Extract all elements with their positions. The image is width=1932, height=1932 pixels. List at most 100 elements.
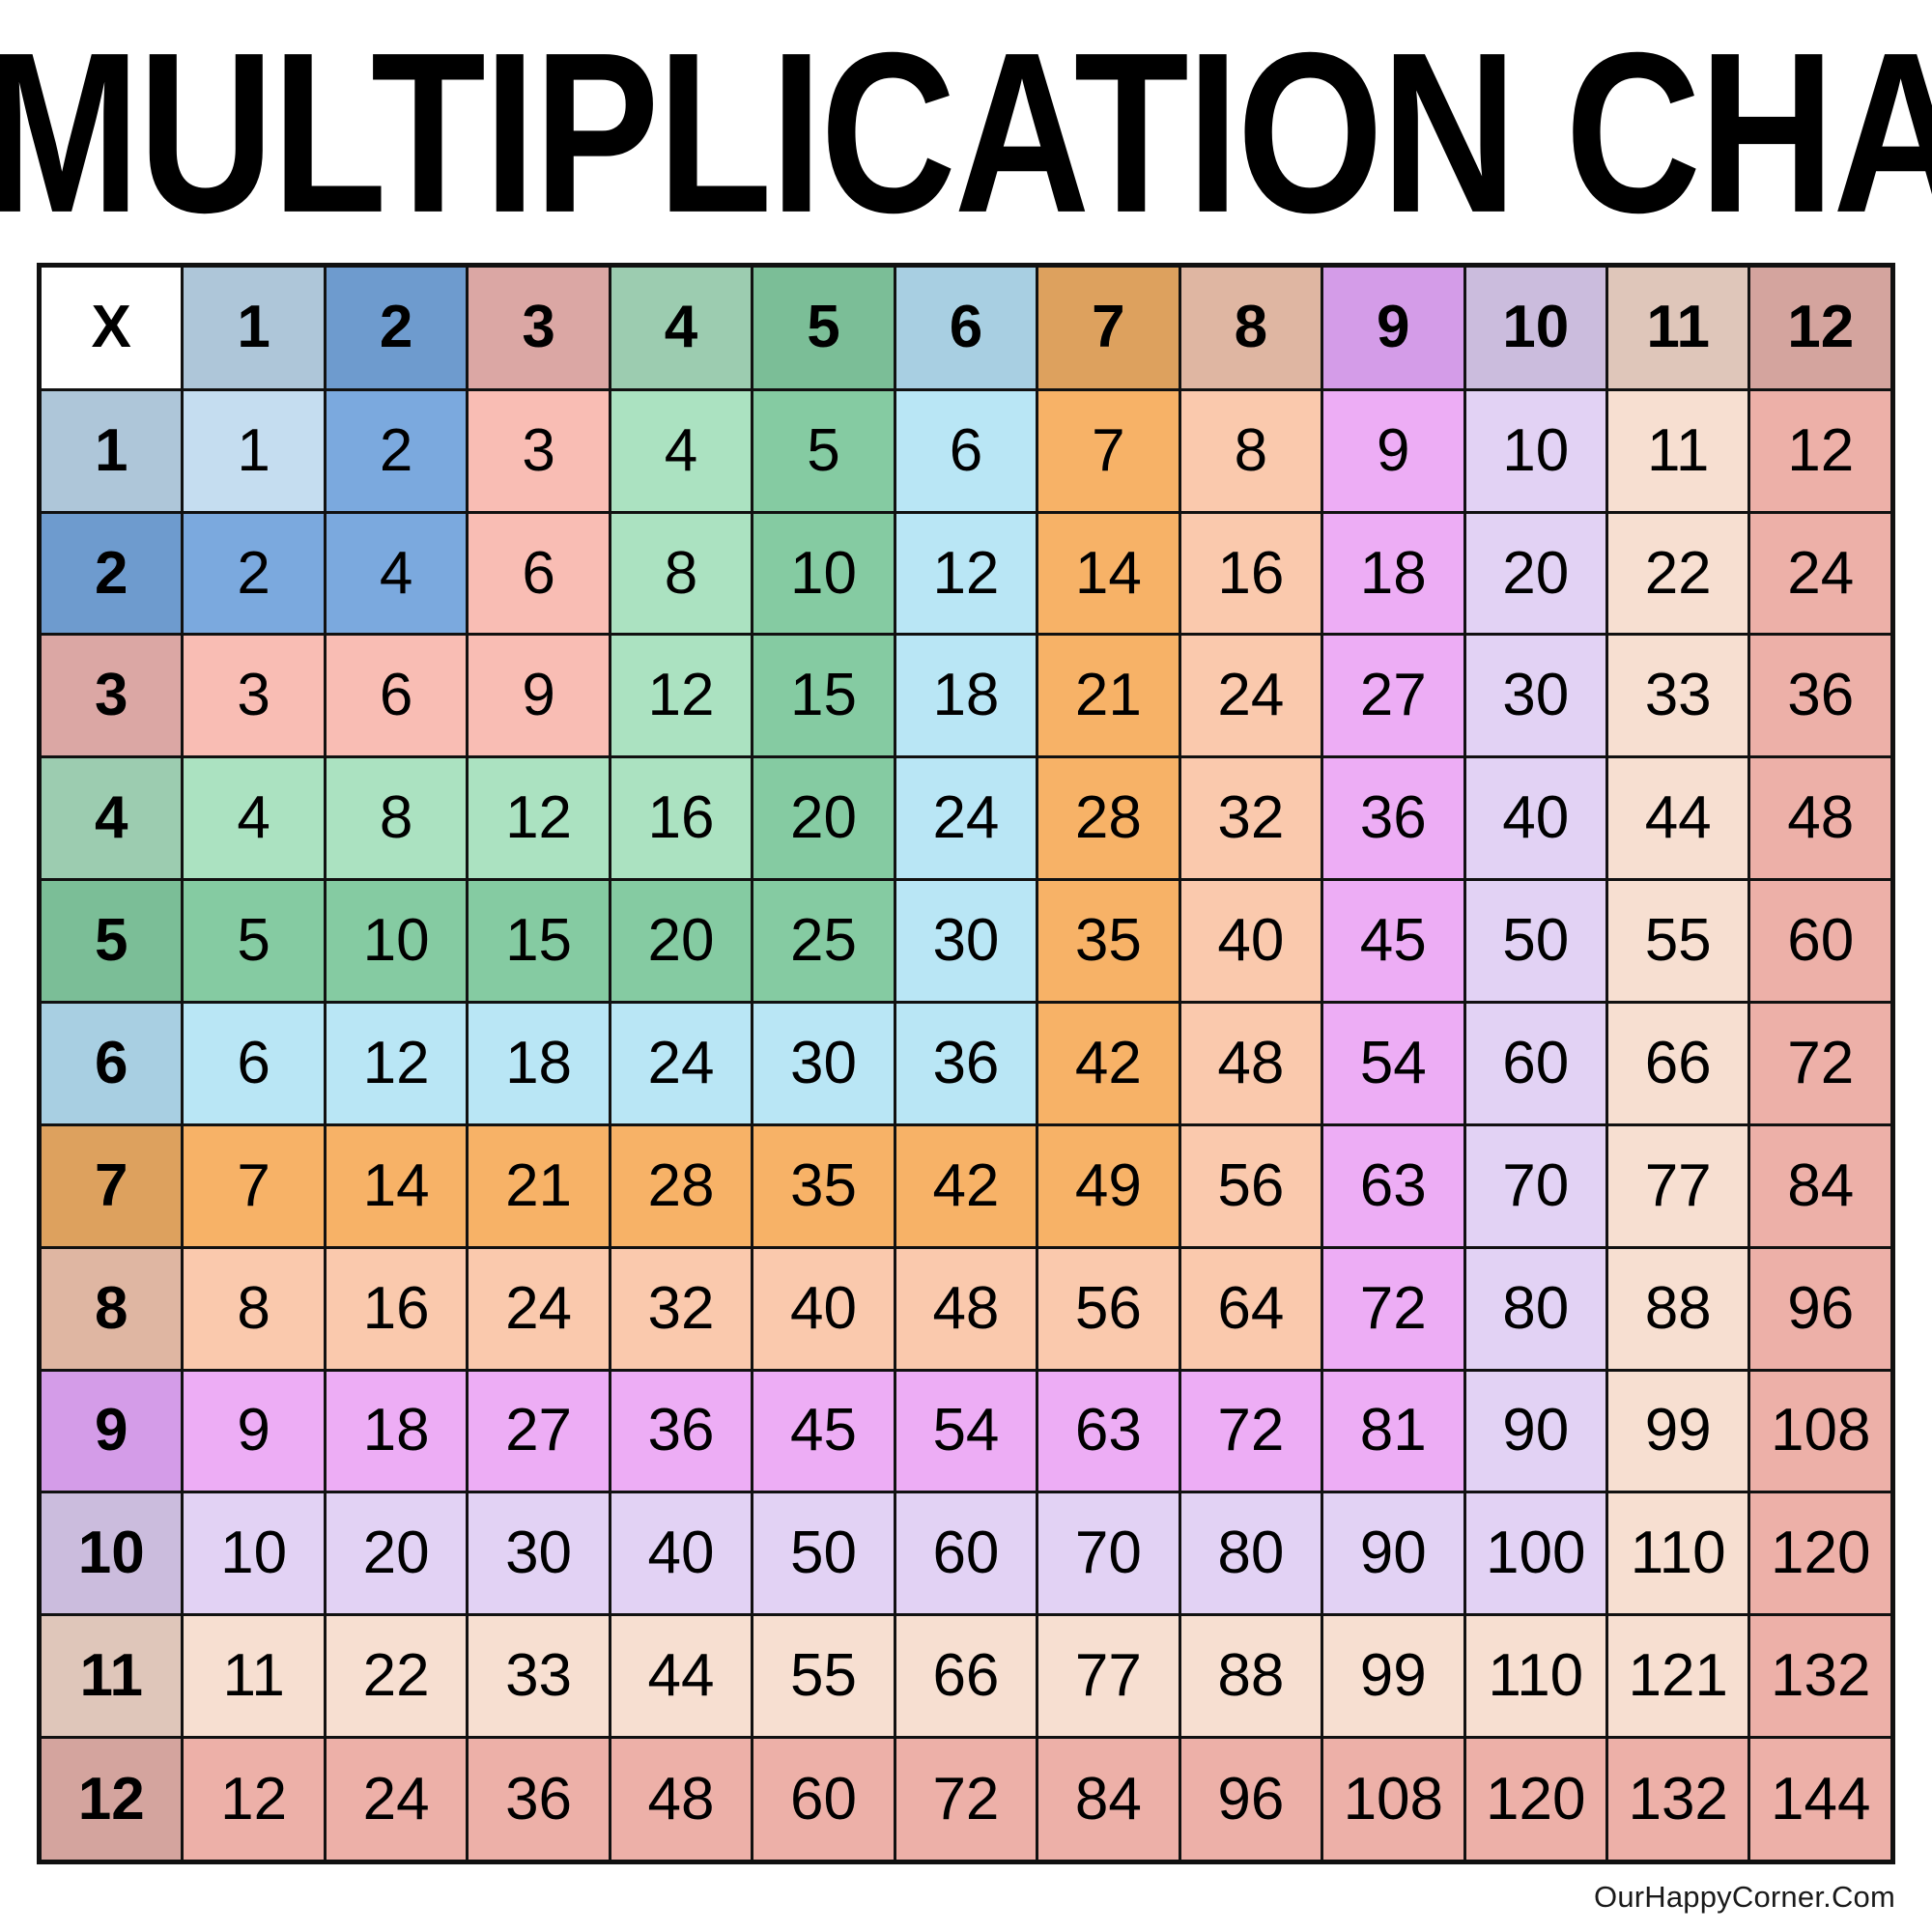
column-header-9: 9	[1321, 264, 1466, 391]
product-cell-8x2: 16	[323, 1245, 469, 1372]
product-cell-1x10: 10	[1463, 387, 1608, 514]
product-cell-12x10: 120	[1463, 1736, 1608, 1863]
product-cell-6x11: 66	[1605, 1001, 1751, 1126]
column-header-10: 10	[1463, 264, 1608, 391]
product-cell-6x12: 72	[1747, 1001, 1894, 1126]
product-cell-5x2: 10	[323, 878, 469, 1005]
product-cell-5x11: 55	[1605, 878, 1751, 1005]
table-row: 8 8 16 24 32 40 48 56 64 72 80 88 96	[37, 1245, 1894, 1372]
product-cell-3x1: 3	[181, 633, 327, 759]
product-cell-5x6: 30	[893, 878, 1039, 1005]
product-cell-11x9: 99	[1321, 1613, 1466, 1740]
product-cell-11x3: 33	[466, 1613, 611, 1740]
row-header-6: 6	[37, 1001, 185, 1126]
product-cell-11x6: 66	[893, 1613, 1039, 1740]
product-cell-9x3: 27	[466, 1368, 611, 1494]
product-cell-12x2: 24	[323, 1736, 469, 1863]
product-cell-1x3: 3	[466, 387, 611, 514]
table-row: 6 6 12 18 24 30 36 42 48 54 60 66 72	[37, 1001, 1894, 1126]
product-cell-4x6: 24	[893, 755, 1039, 882]
product-cell-5x10: 50	[1463, 878, 1608, 1005]
product-cell-2x4: 8	[608, 510, 754, 637]
product-cell-1x4: 4	[608, 387, 754, 514]
product-cell-3x9: 27	[1321, 633, 1466, 759]
product-cell-8x9: 72	[1321, 1245, 1466, 1372]
product-cell-4x5: 20	[751, 755, 896, 882]
product-cell-5x5: 25	[751, 878, 896, 1005]
product-cell-6x2: 12	[323, 1001, 469, 1126]
product-cell-10x9: 90	[1321, 1491, 1466, 1617]
product-cell-10x11: 110	[1605, 1491, 1751, 1617]
product-cell-11x8: 88	[1178, 1613, 1324, 1740]
product-cell-5x4: 20	[608, 878, 754, 1005]
product-cell-11x2: 22	[323, 1613, 469, 1740]
product-cell-8x1: 8	[181, 1245, 327, 1372]
column-header-4: 4	[608, 264, 754, 391]
product-cell-3x4: 12	[608, 633, 754, 759]
product-cell-1x5: 5	[751, 387, 896, 514]
product-cell-9x10: 90	[1463, 1368, 1608, 1494]
product-cell-7x2: 14	[323, 1122, 469, 1249]
table-row: 4 4 8 12 16 20 24 28 32 36 40 44 48	[37, 755, 1894, 882]
product-cell-7x1: 7	[181, 1122, 327, 1249]
product-cell-6x6: 36	[893, 1001, 1039, 1126]
product-cell-1x9: 9	[1321, 387, 1466, 514]
column-header-11: 11	[1605, 264, 1751, 391]
product-cell-12x4: 48	[608, 1736, 754, 1863]
table-row: 2 2 4 6 8 10 12 14 16 18 20 22 24	[37, 510, 1894, 637]
product-cell-9x5: 45	[751, 1368, 896, 1494]
product-cell-1x11: 11	[1605, 387, 1751, 514]
product-cell-4x4: 16	[608, 755, 754, 882]
product-cell-8x12: 96	[1747, 1245, 1894, 1372]
product-cell-10x10: 100	[1463, 1491, 1608, 1617]
product-cell-3x6: 18	[893, 633, 1039, 759]
product-cell-2x12: 24	[1747, 510, 1894, 637]
table-body: X 1 2 3 4 5 6 7 8 9 10 11 12 1 1 2 3 4 5 6 7 8 9 10 11 12 2 2 4 6 8 10 1…	[37, 264, 1894, 1863]
column-header-2: 2	[323, 264, 469, 391]
product-cell-7x5: 35	[751, 1122, 896, 1249]
product-cell-7x6: 42	[893, 1122, 1039, 1249]
product-cell-4x2: 8	[323, 755, 469, 882]
table-row: 1 1 2 3 4 5 6 7 8 9 10 11 12	[37, 387, 1894, 514]
product-cell-10x3: 30	[466, 1491, 611, 1617]
product-cell-2x10: 20	[1463, 510, 1608, 637]
product-cell-8x10: 80	[1463, 1245, 1608, 1372]
table-header-row: X 1 2 3 4 5 6 7 8 9 10 11 12	[37, 264, 1894, 391]
product-cell-1x8: 8	[1178, 387, 1324, 514]
product-cell-3x11: 33	[1605, 633, 1751, 759]
product-cell-2x9: 18	[1321, 510, 1466, 637]
corner-cell-multiply-icon: X	[37, 264, 185, 391]
product-cell-1x7: 7	[1036, 387, 1181, 514]
product-cell-2x2: 4	[323, 510, 469, 637]
column-header-12: 12	[1747, 264, 1894, 391]
product-cell-4x12: 48	[1747, 755, 1894, 882]
product-cell-9x8: 72	[1178, 1368, 1324, 1494]
product-cell-9x12: 108	[1747, 1368, 1894, 1494]
product-cell-1x12: 12	[1747, 387, 1894, 514]
product-cell-7x4: 28	[608, 1122, 754, 1249]
table-row: 10 10 20 30 40 50 60 70 80 90 100 110 120	[37, 1491, 1894, 1617]
product-cell-9x6: 54	[893, 1368, 1039, 1494]
product-cell-9x2: 18	[323, 1368, 469, 1494]
product-cell-5x12: 60	[1747, 878, 1894, 1005]
table-row: 9 9 18 27 36 45 54 63 72 81 90 99 108	[37, 1368, 1894, 1494]
row-header-3: 3	[37, 633, 185, 759]
product-cell-10x5: 50	[751, 1491, 896, 1617]
product-cell-6x8: 48	[1178, 1001, 1324, 1126]
product-cell-11x10: 110	[1463, 1613, 1608, 1740]
row-header-9: 9	[37, 1368, 185, 1494]
product-cell-2x3: 6	[466, 510, 611, 637]
column-header-8: 8	[1178, 264, 1324, 391]
product-cell-9x4: 36	[608, 1368, 754, 1494]
column-header-1: 1	[181, 264, 327, 391]
product-cell-4x3: 12	[466, 755, 611, 882]
product-cell-7x7: 49	[1036, 1122, 1181, 1249]
table-row: 3 3 6 9 12 15 18 21 24 27 30 33 36	[37, 633, 1894, 759]
product-cell-6x3: 18	[466, 1001, 611, 1126]
product-cell-10x1: 10	[181, 1491, 327, 1617]
product-cell-11x5: 55	[751, 1613, 896, 1740]
product-cell-4x10: 40	[1463, 755, 1608, 882]
product-cell-5x3: 15	[466, 878, 611, 1005]
product-cell-4x9: 36	[1321, 755, 1466, 882]
product-cell-8x7: 56	[1036, 1245, 1181, 1372]
